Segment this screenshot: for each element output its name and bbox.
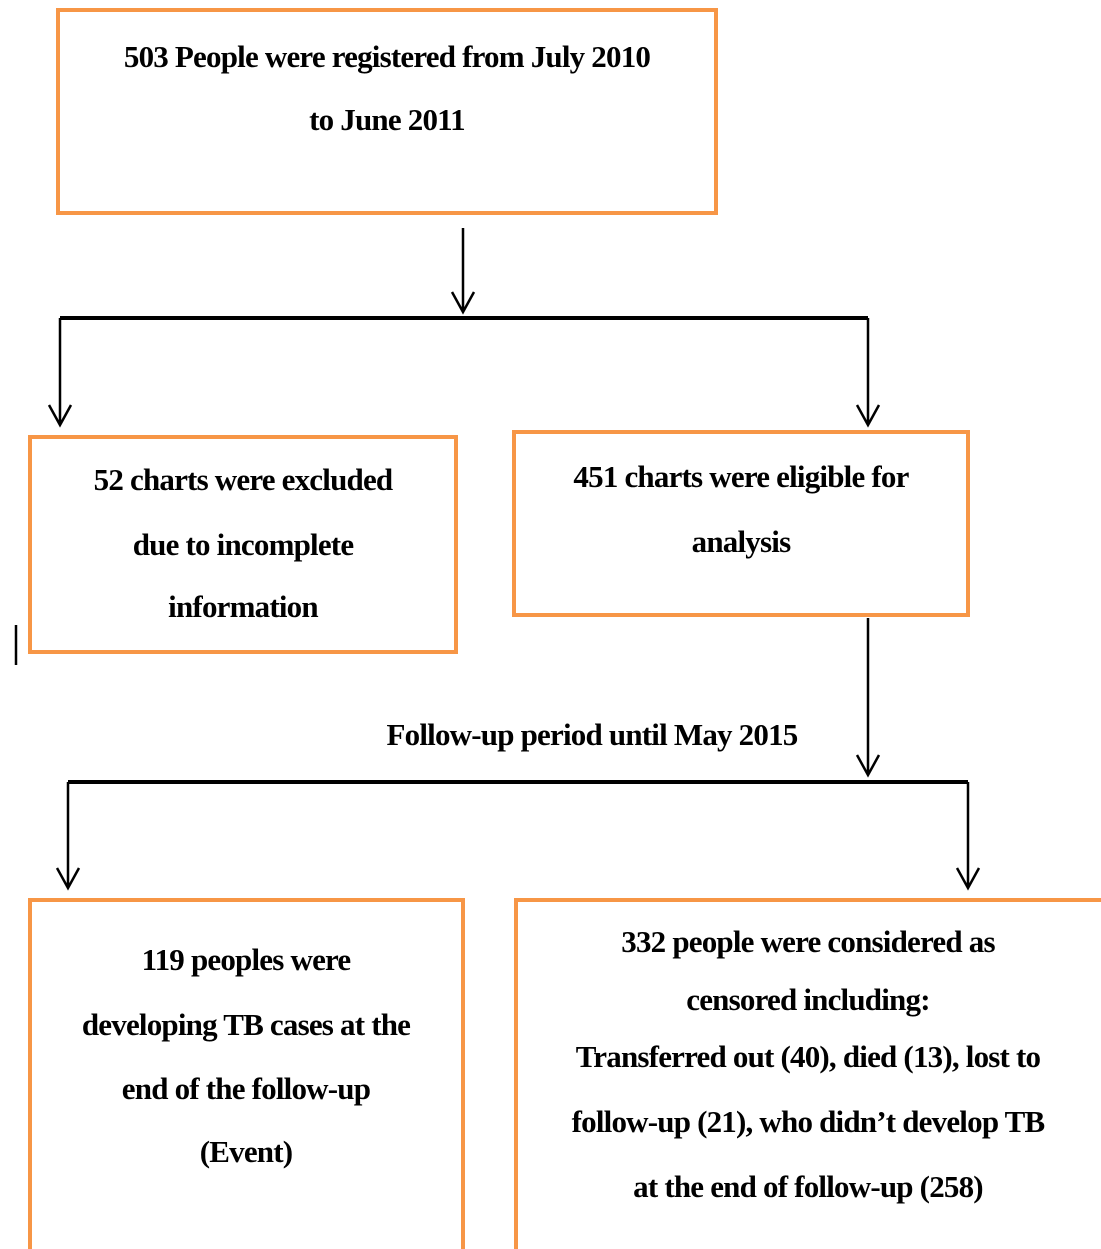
box bbox=[514, 898, 1101, 1249]
connectors bbox=[14, 228, 981, 891]
node-text: at the end of follow-up (258) bbox=[633, 1169, 983, 1204]
node-text: Transferred out (40), died (13), lost to bbox=[576, 1039, 1041, 1074]
node-text: due to incomplete bbox=[133, 527, 354, 562]
box bbox=[28, 435, 458, 654]
node-text: 52 charts were excluded bbox=[94, 462, 393, 497]
edge-label: Follow-up period until May 2015 bbox=[387, 717, 798, 752]
node-text: 451 charts were eligible for bbox=[573, 459, 909, 494]
node-text: censored including: bbox=[686, 982, 929, 1017]
node-text: 332 people were considered as bbox=[621, 924, 995, 959]
node-text: to June 2011 bbox=[309, 102, 465, 137]
node-text: analysis bbox=[692, 524, 791, 559]
node-text: developing TB cases at the bbox=[82, 1007, 410, 1042]
node-text: 119 peoples were bbox=[142, 942, 351, 977]
node-text: follow-up (21), who didn’t develop TB bbox=[572, 1104, 1045, 1139]
node-text: end of the follow-up bbox=[122, 1071, 370, 1106]
node-text: information bbox=[168, 589, 318, 624]
node-text: 503 People were registered from July 201… bbox=[124, 39, 651, 74]
box bbox=[512, 430, 970, 617]
box bbox=[28, 898, 465, 1249]
box bbox=[56, 8, 718, 215]
node-text: (Event) bbox=[200, 1134, 293, 1169]
